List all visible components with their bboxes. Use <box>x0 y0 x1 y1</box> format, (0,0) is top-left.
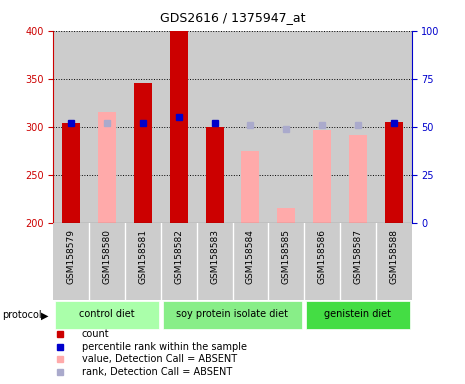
Text: soy protein isolate diet: soy protein isolate diet <box>177 309 288 319</box>
Text: GSM158586: GSM158586 <box>318 229 326 284</box>
Bar <box>313 129 331 223</box>
Bar <box>163 301 302 329</box>
Bar <box>376 223 412 300</box>
Bar <box>277 208 295 223</box>
Text: GSM158580: GSM158580 <box>103 229 112 284</box>
Bar <box>53 31 89 223</box>
Text: GSM158588: GSM158588 <box>389 229 398 284</box>
Text: GSM158584: GSM158584 <box>246 229 255 284</box>
Text: GSM158581: GSM158581 <box>139 229 147 284</box>
Bar <box>241 151 259 223</box>
Bar <box>385 122 403 223</box>
Bar <box>89 223 125 300</box>
Text: GSM158583: GSM158583 <box>210 229 219 284</box>
Text: value, Detection Call = ABSENT: value, Detection Call = ABSENT <box>82 354 237 364</box>
Bar <box>134 83 152 223</box>
Bar <box>268 223 304 300</box>
Text: control diet: control diet <box>80 309 135 319</box>
Text: protocol: protocol <box>2 310 42 320</box>
Bar <box>55 301 159 329</box>
Bar <box>98 112 116 223</box>
Bar <box>125 31 161 223</box>
Bar <box>197 31 232 223</box>
Bar <box>232 31 268 223</box>
Bar <box>376 31 412 223</box>
Bar <box>206 127 224 223</box>
Text: GSM158582: GSM158582 <box>174 229 183 284</box>
Text: rank, Detection Call = ABSENT: rank, Detection Call = ABSENT <box>82 366 232 377</box>
Bar <box>232 223 268 300</box>
Bar <box>340 223 376 300</box>
Text: percentile rank within the sample: percentile rank within the sample <box>82 341 247 352</box>
Bar <box>53 223 89 300</box>
Bar <box>340 31 376 223</box>
Bar <box>161 223 197 300</box>
Text: ▶: ▶ <box>41 311 48 321</box>
Bar <box>125 223 161 300</box>
Bar <box>197 223 232 300</box>
Bar <box>268 31 304 223</box>
Bar <box>306 301 410 329</box>
Bar <box>89 31 125 223</box>
Bar <box>170 31 188 223</box>
Text: GDS2616 / 1375947_at: GDS2616 / 1375947_at <box>160 12 305 25</box>
Bar <box>304 31 340 223</box>
Text: GSM158585: GSM158585 <box>282 229 291 284</box>
Bar <box>349 135 367 223</box>
Text: count: count <box>82 329 109 339</box>
Bar <box>62 123 80 223</box>
Text: genistein diet: genistein diet <box>324 309 392 319</box>
Bar <box>304 223 340 300</box>
Text: GSM158579: GSM158579 <box>67 229 76 284</box>
Bar <box>161 31 197 223</box>
Text: GSM158587: GSM158587 <box>353 229 362 284</box>
